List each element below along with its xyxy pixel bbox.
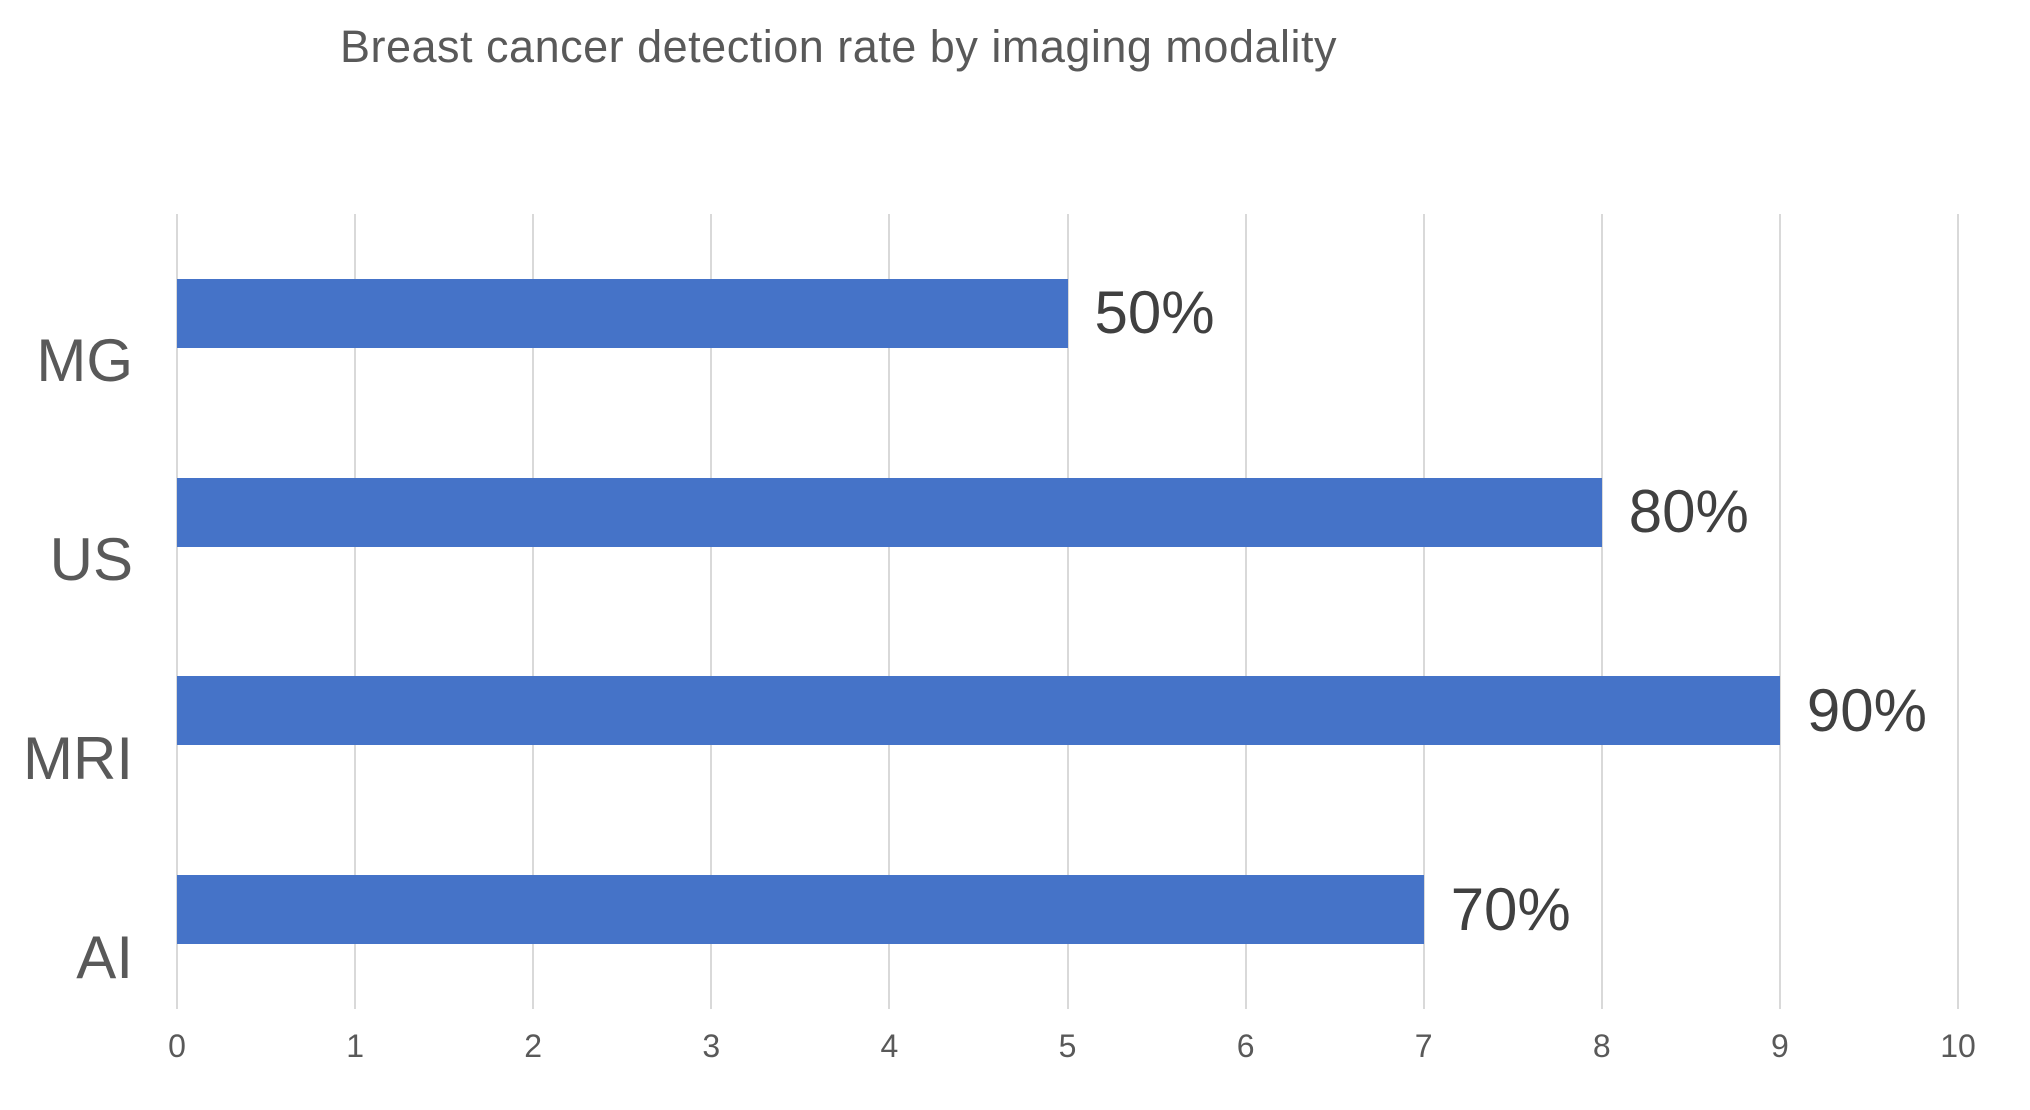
category-label: MRI bbox=[23, 724, 133, 792]
x-tick-label: 0 bbox=[168, 1028, 186, 1064]
bar bbox=[177, 875, 1424, 945]
bar bbox=[177, 278, 1068, 348]
x-tick-label: 3 bbox=[702, 1028, 721, 1064]
chart-title: Breast cancer detection rate by imaging … bbox=[340, 21, 1337, 72]
bar-data-label: 90% bbox=[1806, 676, 1927, 744]
gridline bbox=[888, 214, 891, 1009]
x-tick-label: 7 bbox=[1414, 1028, 1433, 1064]
x-tick-label: 6 bbox=[1236, 1028, 1255, 1064]
x-tick-label: 4 bbox=[880, 1028, 899, 1064]
gridline bbox=[1066, 214, 1069, 1009]
x-tick-label: 9 bbox=[1770, 1028, 1789, 1064]
x-tick-label: 10 bbox=[1940, 1028, 1976, 1064]
gridline bbox=[710, 214, 713, 1009]
x-tick-label: 8 bbox=[1592, 1028, 1611, 1064]
gridline bbox=[354, 214, 357, 1009]
gridline bbox=[1244, 214, 1247, 1009]
x-tick-label: 2 bbox=[524, 1028, 543, 1064]
category-label: AI bbox=[76, 923, 133, 991]
category-label: MG bbox=[36, 327, 133, 395]
bar bbox=[177, 477, 1602, 547]
bar-data-label: 70% bbox=[1450, 875, 1571, 943]
x-tick-label: 1 bbox=[346, 1028, 364, 1064]
gridline bbox=[1422, 214, 1425, 1009]
gridline bbox=[1957, 214, 1959, 1009]
gridline bbox=[1778, 214, 1781, 1009]
category-axis: MG US MRI AI bbox=[0, 214, 133, 1009]
gridline bbox=[176, 214, 178, 1009]
category-label: US bbox=[49, 526, 133, 594]
plot-area: 50% 80% 90% 70% bbox=[176, 214, 1959, 1009]
bar-data-label: 50% bbox=[1094, 279, 1215, 347]
bar bbox=[177, 676, 1780, 746]
bar-data-label: 80% bbox=[1628, 478, 1749, 546]
gridline bbox=[532, 214, 535, 1009]
x-tick-label: 5 bbox=[1058, 1028, 1077, 1064]
gridline bbox=[1600, 214, 1603, 1009]
value-axis: 0 1 2 3 4 5 6 7 8 9 10 bbox=[168, 1009, 1976, 1079]
